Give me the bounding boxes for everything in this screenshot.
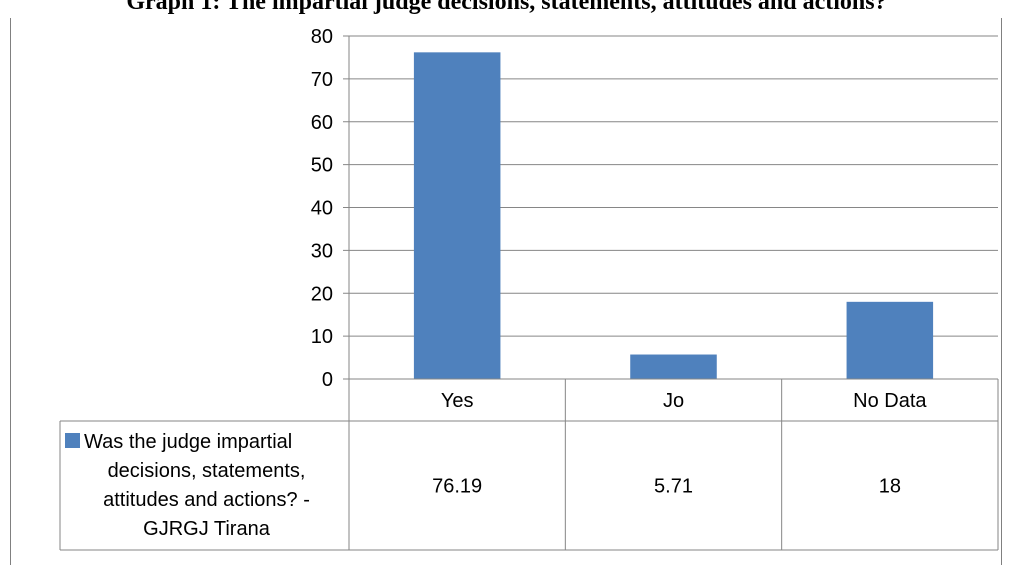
legend-series-label: attitudes and actions? - [103,489,310,511]
x-category-label: Jo [663,390,684,412]
y-tick-label: 0 [322,369,333,391]
y-tick-label: 40 [311,198,333,220]
y-tick-label: 80 [311,26,333,48]
chart-frame [10,18,1002,565]
y-tick-label: 10 [311,326,333,348]
chart-title: Graph 1: The impartial judge decisions, … [126,0,887,15]
bar-no-data [846,301,934,379]
data-table: Yes Jo No Data 76.19 5.71 18 Was the judge imp… [59,378,999,551]
y-tick-label: 20 [311,283,333,305]
legend-series-label: Was the judge impartial [84,431,292,453]
bars [413,52,934,379]
legend-key [65,433,80,448]
bar-jo [630,354,717,379]
y-tick-label: 30 [311,240,333,262]
y-tick-label: 70 [311,69,333,91]
data-table-value: 76.19 [432,476,482,498]
y-axis-ticks: 0 10 20 30 40 50 60 70 80 [311,26,350,550]
legend-series-label: GJRGJ Tirana [143,518,271,540]
y-tick-label: 60 [311,112,333,134]
bar-yes [413,52,501,379]
x-category-label: No Data [853,390,927,412]
data-table-value: 5.71 [654,476,693,498]
data-table-value: 18 [879,476,901,498]
x-category-label: Yes [441,390,474,412]
y-tick-label: 50 [311,155,333,177]
legend-series-label: decisions, statements, [108,460,306,482]
